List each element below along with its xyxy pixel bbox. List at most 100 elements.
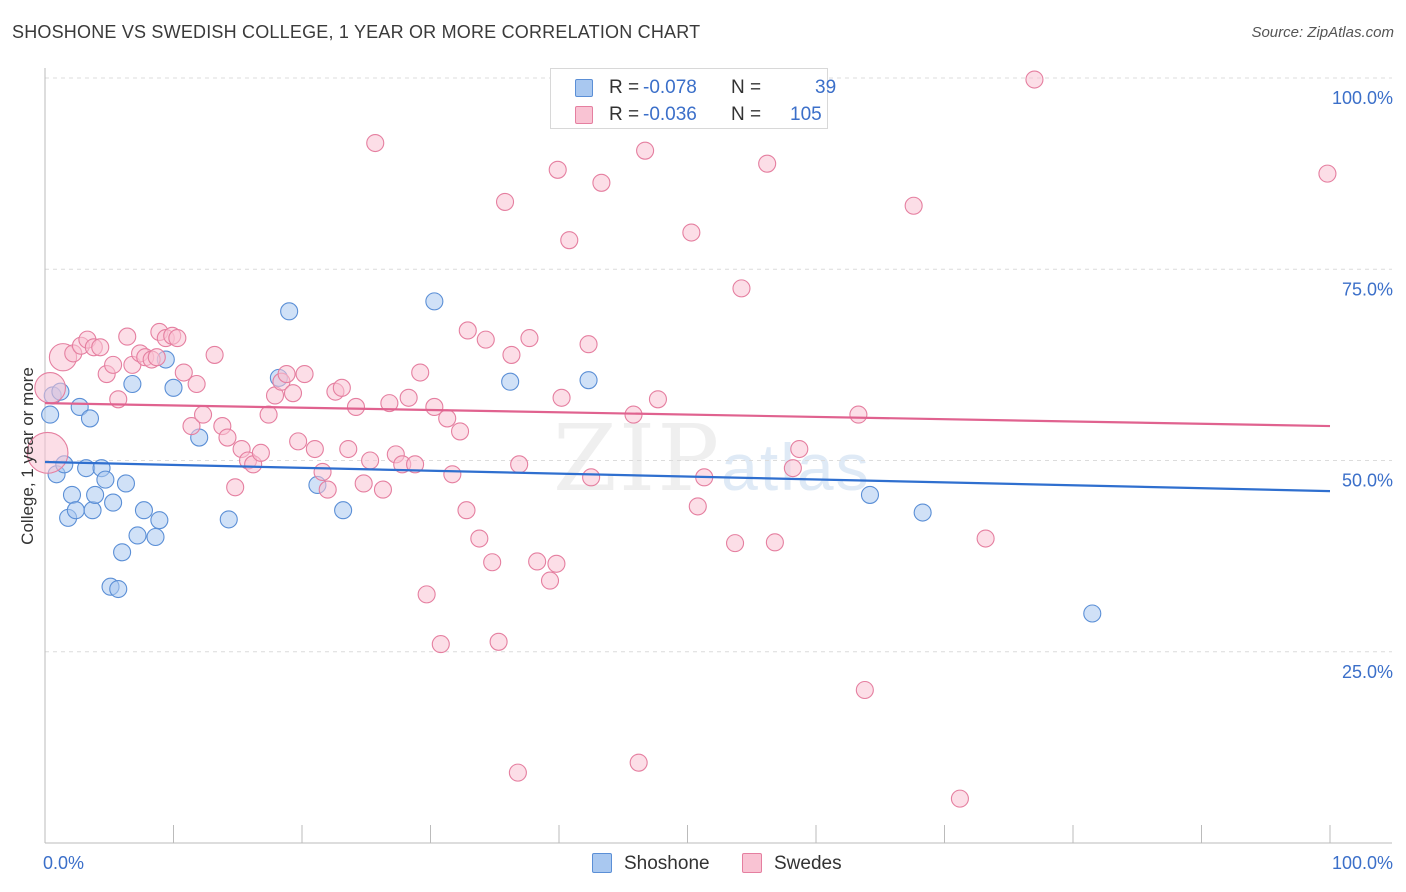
data-point [194, 405, 213, 424]
data-point [790, 439, 809, 459]
data-point [443, 465, 462, 484]
data-point [431, 635, 450, 654]
data-point [520, 329, 539, 348]
data-point [251, 443, 270, 462]
swedes-points [26, 68, 1337, 808]
data-point [289, 432, 308, 451]
legend-r-value: -0.078 [643, 77, 697, 98]
data-point [361, 451, 380, 470]
data-point [182, 417, 201, 436]
data-point [118, 327, 137, 346]
data-point [502, 345, 521, 364]
data-point [283, 384, 303, 403]
data-point [41, 405, 60, 424]
data-point [205, 345, 224, 364]
x-tick-label-max: 100.0% [1332, 853, 1393, 873]
data-point [510, 455, 529, 474]
data-point [411, 363, 430, 382]
data-point [104, 355, 123, 374]
data-point [104, 493, 123, 512]
y-tick-label: 25.0% [1342, 662, 1393, 682]
y-tick-label: 50.0% [1342, 471, 1393, 491]
data-point [305, 439, 324, 459]
data-point [579, 371, 598, 390]
trend-lines [44, 402, 1331, 493]
data-point [280, 302, 299, 321]
data-point [128, 526, 147, 545]
correlation-legend: R = -0.078 N = 39 R = -0.036 N = 105 [550, 68, 836, 129]
data-point [476, 330, 495, 349]
data-point [457, 501, 476, 520]
data-point [470, 529, 489, 548]
data-point [62, 485, 82, 504]
data-point [913, 503, 932, 522]
legend-swatch-shoshone [575, 79, 593, 97]
data-point [849, 405, 868, 424]
data-point [636, 141, 655, 160]
data-point [164, 378, 183, 397]
trend-line-swedes [44, 402, 1331, 428]
data-point [904, 196, 923, 215]
data-point [174, 363, 193, 382]
data-point [582, 468, 601, 487]
tick-labels: 25.0% 50.0% 75.0% 100.0% 0.0% 100.0% [43, 88, 1393, 873]
data-point [380, 394, 399, 413]
data-point [218, 428, 237, 447]
data-point [629, 753, 648, 772]
data-point [725, 534, 745, 553]
data-point [540, 571, 560, 590]
bottom-legend-swatch-swedes [742, 853, 762, 873]
shoshone-points [41, 292, 1102, 623]
legend-swatch-swedes [575, 106, 593, 124]
data-point [332, 378, 351, 397]
chart-title: SHOSHONE VS SWEDISH COLLEGE, 1 YEAR OR M… [12, 22, 701, 42]
data-point [508, 763, 527, 782]
data-point [373, 480, 393, 499]
data-point [425, 292, 444, 311]
data-point [483, 553, 502, 572]
data-point [83, 501, 102, 520]
data-point [187, 374, 206, 394]
data-point [458, 321, 477, 340]
data-point [528, 552, 547, 571]
data-point [80, 409, 100, 428]
data-point [547, 554, 566, 573]
data-point [150, 511, 169, 530]
bottom-legend-label-swedes: Swedes [774, 853, 842, 874]
data-point [146, 527, 165, 547]
y-tick-label: 100.0% [1332, 88, 1393, 108]
data-point [259, 405, 278, 424]
data-point [406, 455, 425, 474]
legend-n-value: 105 [790, 104, 822, 125]
data-point [552, 388, 571, 407]
data-point [417, 585, 436, 604]
data-point [313, 462, 332, 482]
data-point [354, 474, 373, 493]
data-point [758, 154, 777, 173]
data-point [765, 533, 784, 552]
data-point [219, 510, 238, 529]
data-point [548, 160, 567, 179]
data-point [295, 365, 314, 384]
legend-r-value: -0.036 [643, 104, 697, 125]
data-point [560, 231, 579, 250]
data-point [682, 223, 701, 242]
data-point [688, 497, 707, 516]
data-point [96, 470, 115, 489]
data-point [592, 173, 611, 192]
data-point [168, 329, 187, 348]
bottom-legend-label-shoshone: Shoshone [624, 853, 710, 874]
data-point [366, 133, 385, 153]
bottom-legend-swatch-shoshone [592, 853, 612, 873]
data-point [855, 680, 874, 700]
data-point [116, 474, 136, 493]
data-point [339, 439, 358, 459]
data-point [501, 372, 520, 391]
data-point [147, 348, 166, 367]
data-point [976, 529, 995, 548]
data-point [950, 789, 969, 808]
data-point [860, 485, 880, 504]
trend-line-shoshone [44, 460, 1331, 493]
data-point [1318, 164, 1337, 183]
data-point [648, 390, 667, 409]
